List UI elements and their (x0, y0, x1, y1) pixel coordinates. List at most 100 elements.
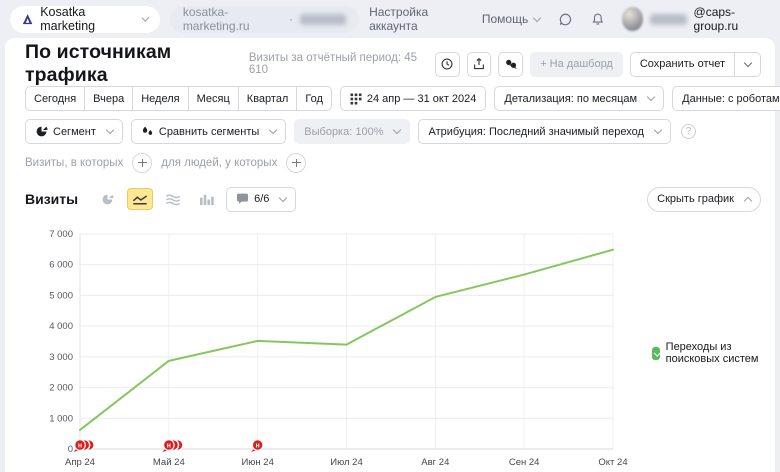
y-tick-label: 3 000 (49, 352, 73, 363)
report-card: По источникам трафика Визиты за отчётный… (5, 38, 780, 472)
line-chart-icon (132, 194, 148, 205)
add-visit-condition-button[interactable] (132, 152, 153, 173)
compare-segments-dropdown[interactable]: Сравнить сегменты (130, 119, 287, 144)
pie-chart-icon (102, 194, 114, 204)
bell-icon[interactable] (591, 11, 605, 28)
chart-type-pie-button[interactable] (94, 188, 120, 210)
page-title: По источникам трафика (25, 41, 172, 86)
x-tick-label: Май 24 (153, 457, 185, 468)
x-tick-label: Авг 24 (421, 457, 449, 468)
email-name-redacted (649, 13, 687, 25)
range-week-button[interactable]: Неделя (132, 86, 188, 111)
range-today-button[interactable]: Сегодня (25, 86, 85, 111)
help-label: Помощь (481, 12, 529, 26)
metrics-count-dropdown[interactable]: 6/6 (226, 186, 297, 212)
stacked-area-icon (166, 194, 181, 205)
history-button[interactable] (435, 51, 460, 77)
compare-segments-icon (142, 126, 153, 135)
site-domain: kosatka-marketing.ru (182, 5, 250, 33)
range-quarter-button[interactable]: Квартал (237, 86, 297, 111)
chart-type-columns-button[interactable] (193, 188, 219, 210)
chevron-down-icon (269, 125, 278, 135)
chat-icon[interactable] (558, 11, 573, 28)
chart-section-title: Визиты (25, 191, 79, 207)
sampling-dropdown[interactable]: Выборка: 100% (294, 119, 411, 144)
hide-chart-label: Скрыть график (657, 193, 734, 205)
people-condition-label: для людей, у которых (161, 156, 278, 169)
chevron-down-icon (105, 125, 115, 135)
legend-checkbox-checked[interactable] (652, 346, 660, 360)
chevron-down-icon (393, 125, 402, 135)
save-report-button[interactable]: Сохранить отчет (629, 51, 736, 77)
quick-range-group: Сегодня Вчера Неделя Месяц Квартал Год (25, 86, 332, 111)
bubble-icon (237, 193, 249, 204)
top-bar: Kosatka marketing kosatka-marketing.ru ·… (0, 0, 780, 38)
chevron-down-icon (279, 193, 288, 202)
segment-dropdown[interactable]: Сегмент (25, 119, 123, 144)
export-button[interactable] (466, 51, 492, 77)
range-month-button[interactable]: Месяц (187, 86, 238, 111)
visits-period-value: 45 610 (248, 52, 418, 76)
detalization-dropdown[interactable]: Детализация: по месяцам (494, 86, 665, 111)
y-tick-label: 2 000 (49, 383, 73, 394)
attribution-value: Атрибуция: Последний значимый переход (428, 125, 644, 138)
project-switcher[interactable]: Kosatka marketing (10, 5, 160, 33)
y-tick-label: 5 000 (49, 290, 73, 301)
y-tick-label: 7 000 (49, 229, 73, 240)
range-year-button[interactable]: Год (296, 86, 332, 111)
avatar (622, 7, 643, 31)
column-chart-icon (199, 194, 214, 205)
visits-condition-label: Визиты, в которых (25, 156, 124, 169)
y-tick-label: 0 (68, 444, 73, 455)
hide-chart-button[interactable]: Скрыть график (647, 186, 761, 212)
notes-button[interactable] (498, 51, 524, 77)
attribution-dropdown[interactable]: Атрибуция: Последний значимый переход (418, 119, 671, 144)
email-domain: @caps-group.ru (693, 5, 739, 33)
dot-separator: · (289, 12, 294, 26)
chart-type-area-button[interactable] (160, 188, 186, 210)
visits-chart-svg[interactable]: 7 000 6 000 5 000 4 000 3 000 2 000 1 000 0 Апр … (25, 220, 635, 470)
note-marker[interactable] (74, 439, 86, 451)
chart-type-toolbar: 6/6 (94, 186, 297, 212)
chevron-down-icon (646, 92, 656, 102)
save-report-menu-button[interactable] (735, 51, 762, 77)
chevron-down-icon (532, 13, 542, 22)
date-range-value: 24 апр — 31 окт 2024 (366, 92, 477, 105)
y-tick-label: 6 000 (49, 260, 73, 271)
x-tick-label: Апр 24 (65, 457, 95, 468)
segment-label: Сегмент (53, 125, 96, 138)
project-name: Kosatka marketing (40, 5, 96, 33)
chevron-down-icon (653, 125, 663, 135)
help-icon[interactable]: ? (680, 124, 696, 139)
chart-type-line-button[interactable] (127, 188, 154, 210)
compare-segments-label: Сравнить сегменты (158, 125, 260, 138)
metrica-logo-icon (23, 13, 33, 24)
series-line[interactable] (79, 248, 614, 431)
counter-pill[interactable]: kosatka-marketing.ru · (169, 5, 360, 33)
y-tick-label: 1 000 (49, 413, 73, 424)
detalization-value: Детализация: по месяцам (504, 92, 638, 105)
legend-label: Переходы из поисковых систем (665, 341, 759, 365)
x-tick-label: Июн 24 (241, 457, 273, 468)
note-marker[interactable] (162, 439, 175, 451)
metrics-count-value: 6/6 (254, 193, 270, 205)
chevron-down-icon (743, 58, 752, 67)
help-menu[interactable]: Помощь (481, 12, 542, 26)
note-marker-glyph: н (78, 443, 82, 450)
calendar-grid-icon (350, 93, 362, 104)
x-tick-label: Окт 24 (598, 457, 627, 468)
legend-item-search-traffic[interactable]: Переходы из поисковых систем (652, 341, 761, 365)
visits-period-label: Визиты за отчётный период: (248, 52, 402, 64)
export-icon (474, 58, 485, 70)
add-people-condition-button[interactable] (286, 152, 307, 173)
chevron-up-icon (743, 196, 753, 205)
range-yesterday-button[interactable]: Вчера (84, 86, 133, 111)
clock-icon (441, 58, 453, 70)
account-settings-link[interactable]: Настройка аккаунта (369, 5, 429, 33)
user-menu[interactable]: @caps-group.ru (622, 5, 766, 33)
add-to-dashboard-button[interactable]: + На дашборд (530, 51, 623, 77)
note-marker[interactable] (251, 439, 264, 451)
pie-segment-icon (36, 126, 48, 137)
date-range-button[interactable]: 24 апр — 31 окт 2024 (339, 86, 487, 111)
data-mode-dropdown[interactable]: Данные: с роботами (672, 86, 780, 111)
